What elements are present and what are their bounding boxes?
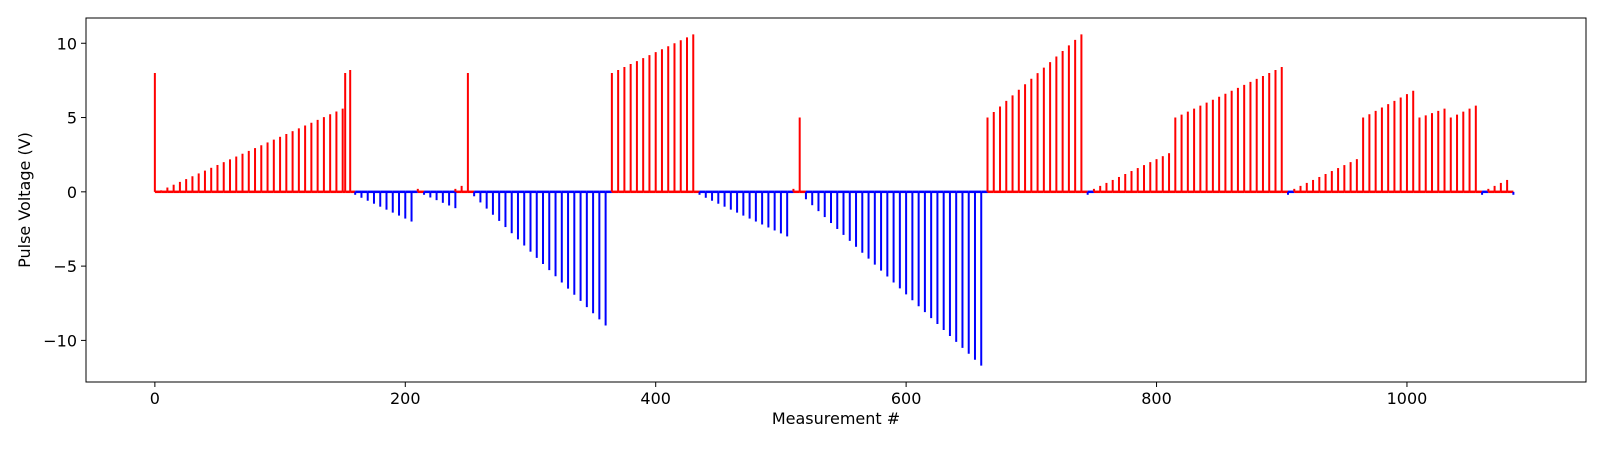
y-axis-label: Pulse Voltage (V) [15, 132, 34, 268]
y-tick-label: 5 [67, 109, 77, 128]
y-tick-label: −10 [43, 331, 77, 350]
x-axis-ticks: 0 200 400 600 800 1000 [150, 382, 1428, 408]
x-tick-label: 800 [1141, 389, 1172, 408]
plot-area-frame [85, 17, 1587, 383]
x-tick-label: 1000 [1387, 389, 1428, 408]
x-tick-label: 0 [150, 389, 160, 408]
y-tick-label: −5 [53, 257, 77, 276]
y-tick-label: 0 [67, 183, 77, 202]
y-tick-label: 10 [57, 34, 77, 53]
x-tick-label: 200 [390, 389, 421, 408]
x-axis-label: Measurement # [772, 409, 900, 428]
y-axis-ticks: 10 5 0 −5 −10 [43, 34, 86, 350]
x-tick-label: 600 [891, 389, 922, 408]
x-tick-label: 400 [640, 389, 671, 408]
bars-group [153, 34, 1515, 366]
